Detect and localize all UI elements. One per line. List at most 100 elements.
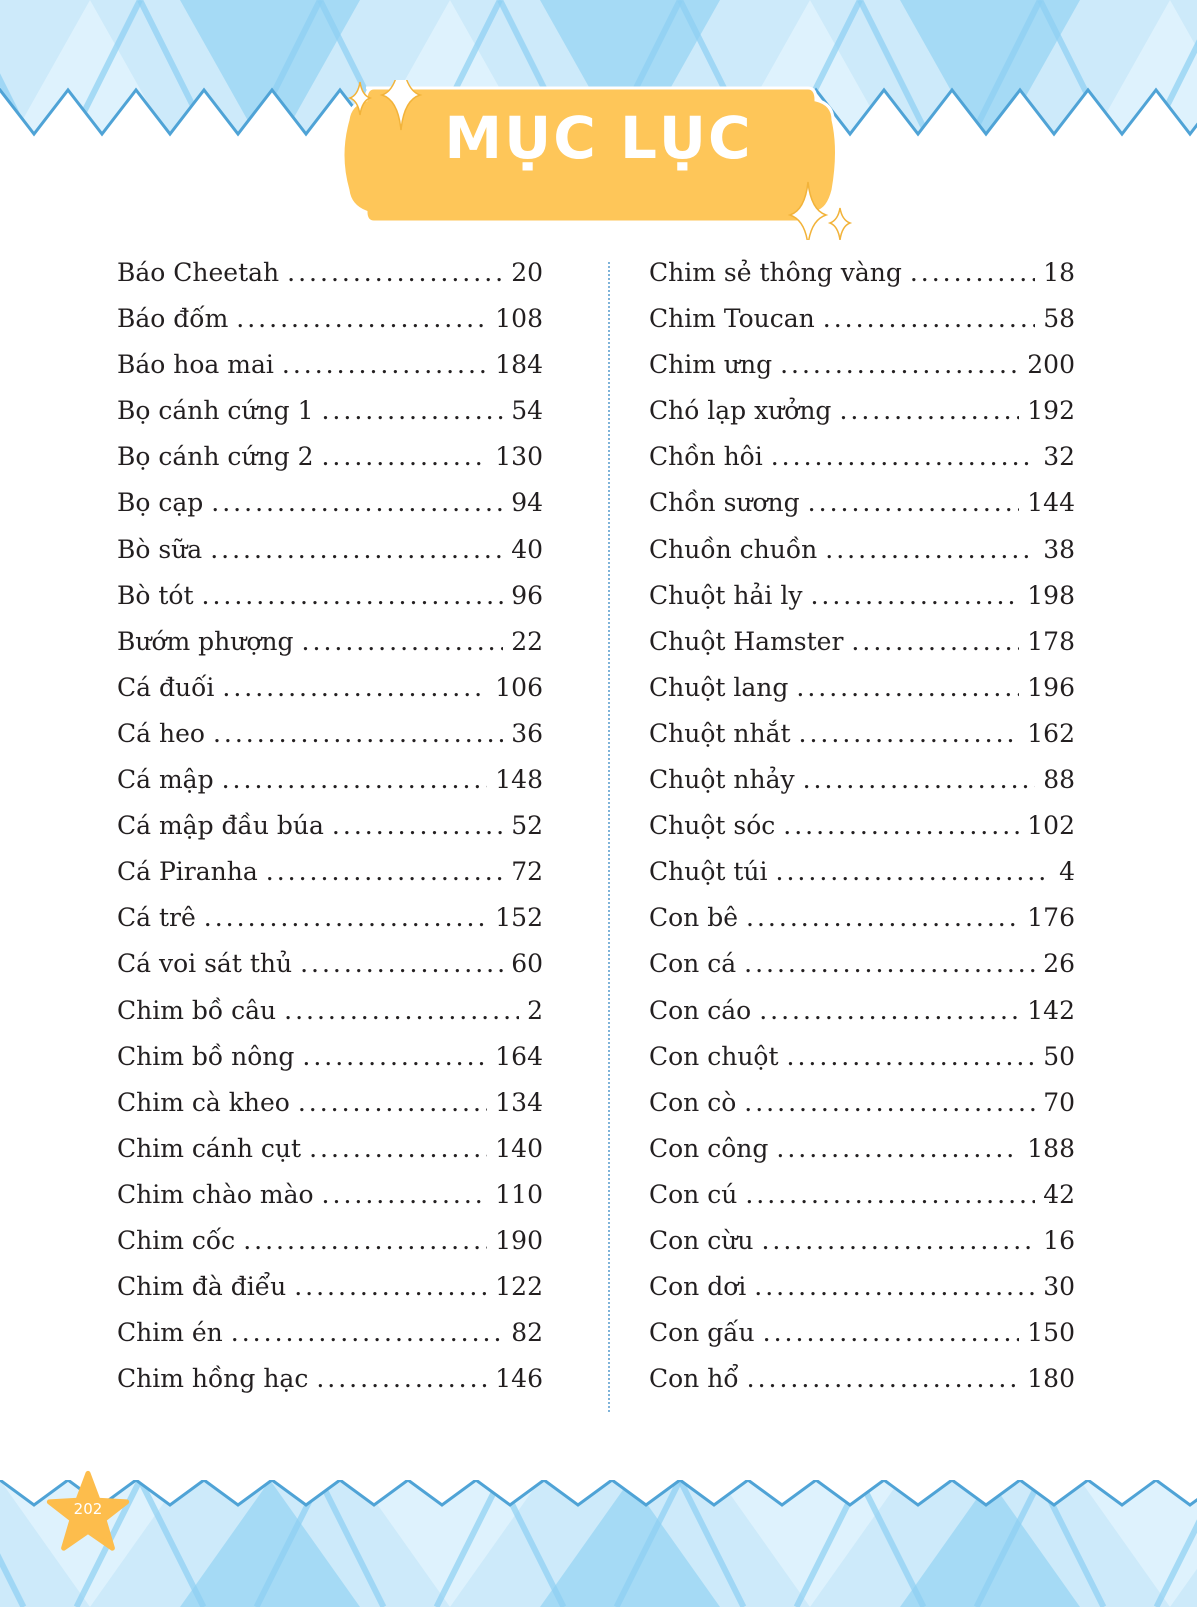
- toc-entry[interactable]: Chim bồ nông............................…: [117, 1042, 543, 1088]
- toc-entry[interactable]: Con chuột...............................…: [649, 1042, 1075, 1088]
- toc-entry[interactable]: Chuột hải ly............................…: [649, 581, 1075, 627]
- toc-entry[interactable]: Con công................................…: [649, 1134, 1075, 1180]
- dot-leader: ........................................…: [761, 1225, 1036, 1255]
- toc-entry[interactable]: Cá trê..................................…: [117, 903, 543, 949]
- toc-entry[interactable]: Con cừu.................................…: [649, 1226, 1075, 1272]
- toc-entry[interactable]: Cá heo..................................…: [117, 719, 543, 765]
- sparkle-icon: [347, 81, 373, 116]
- toc-entry[interactable]: Chim cốc................................…: [117, 1226, 543, 1272]
- entry-name: Chim chào mào: [117, 1179, 314, 1209]
- dot-leader: ........................................…: [297, 1087, 487, 1117]
- entry-page: 88: [1043, 765, 1075, 795]
- toc-entry[interactable]: Cá đuối.................................…: [117, 673, 543, 719]
- entry-name: Chim én: [117, 1318, 223, 1348]
- toc-entry[interactable]: Bò sữa..................................…: [117, 535, 543, 581]
- toc-entry[interactable]: Bọ cạp..................................…: [117, 488, 543, 534]
- toc-entry[interactable]: Chuột Hamster...........................…: [649, 627, 1075, 673]
- toc-entry[interactable]: Con cáo.................................…: [649, 996, 1075, 1042]
- toc-entry[interactable]: Chim bồ câu.............................…: [117, 996, 543, 1042]
- entry-page: 200: [1027, 350, 1075, 380]
- entry-page: 184: [495, 350, 543, 380]
- toc-entry[interactable]: Báo đốm.................................…: [117, 304, 543, 350]
- entry-name: Cá heo: [117, 718, 205, 748]
- entry-name: Chim hồng hạc: [117, 1364, 309, 1394]
- entry-name: Chuột nhắt: [649, 718, 791, 748]
- entry-name: Chim bồ câu: [117, 995, 277, 1025]
- toc-entry[interactable]: Chuột lang..............................…: [649, 673, 1075, 719]
- toc-entry[interactable]: Chuột nhắt..............................…: [649, 719, 1075, 765]
- entry-page: 134: [495, 1087, 543, 1117]
- toc-entry[interactable]: Cá mập..................................…: [117, 765, 543, 811]
- toc-entry[interactable]: Chim cánh cụt...........................…: [117, 1134, 543, 1180]
- toc-entry[interactable]: Cá voi sát thủ..........................…: [117, 949, 543, 995]
- toc-entry[interactable]: Con cá..................................…: [649, 949, 1075, 995]
- toc-entry[interactable]: Con bê..................................…: [649, 903, 1075, 949]
- toc-entry[interactable]: Cá mập đầu búa..........................…: [117, 811, 543, 857]
- entry-name: Chim bồ nông: [117, 1041, 295, 1071]
- sparkle-icon: [379, 80, 423, 131]
- dot-leader: ........................................…: [300, 949, 504, 979]
- entry-page: 30: [1043, 1272, 1075, 1302]
- entry-name: Bò sữa: [117, 534, 203, 564]
- entry-page: 42: [1043, 1179, 1075, 1209]
- column-divider: [608, 262, 610, 1412]
- entry-name: Con cừu: [649, 1225, 754, 1255]
- entry-page: 148: [495, 765, 543, 795]
- toc-entry[interactable]: Bọ cánh cứng 1..........................…: [117, 396, 543, 442]
- toc-entry[interactable]: Chuột nhảy..............................…: [649, 765, 1075, 811]
- toc-entry[interactable]: Con dơi.................................…: [649, 1272, 1075, 1318]
- entry-name: Chim sẻ thông vàng: [649, 258, 902, 287]
- toc-entry[interactable]: Chim én.................................…: [117, 1318, 543, 1364]
- dot-leader: ........................................…: [798, 718, 1020, 748]
- toc-entry[interactable]: Cá Piranha..............................…: [117, 857, 543, 903]
- toc-entry[interactable]: Bướm phượng.............................…: [117, 627, 543, 673]
- dot-leader: ........................................…: [210, 534, 503, 564]
- entry-name: Chuột nhảy: [649, 765, 795, 795]
- entry-page: 96: [511, 580, 543, 610]
- entry-name: Chuột túi: [649, 857, 768, 887]
- toc-entry[interactable]: Chuột túi...............................…: [649, 857, 1075, 903]
- dot-leader: ........................................…: [302, 1041, 488, 1071]
- toc-entry[interactable]: Con gấu.................................…: [649, 1318, 1075, 1364]
- entry-page: 94: [511, 488, 543, 518]
- toc-entry[interactable]: Bọ cánh cứng 2..........................…: [117, 442, 543, 488]
- entry-name: Con gấu: [649, 1318, 755, 1348]
- dot-leader: ........................................…: [744, 1087, 1035, 1117]
- dot-leader: ........................................…: [265, 857, 503, 887]
- entry-name: Bướm phượng: [117, 626, 294, 656]
- toc-entry[interactable]: Chim hồng hạc...........................…: [117, 1364, 543, 1410]
- toc-entry[interactable]: Con cú..................................…: [649, 1180, 1075, 1226]
- dot-leader: ........................................…: [746, 903, 1020, 933]
- toc-entry[interactable]: Con cò..................................…: [649, 1088, 1075, 1134]
- toc-entry[interactable]: Chim ưng................................…: [649, 350, 1075, 396]
- bottom-decorative-band: [0, 1480, 1197, 1607]
- toc-entry[interactable]: Chim sẻ thông vàng......................…: [649, 258, 1075, 304]
- dot-leader: ........................................…: [321, 1179, 488, 1209]
- dot-leader: ........................................…: [775, 857, 1052, 887]
- toc-entry[interactable]: Chuồn chuồn.............................…: [649, 535, 1075, 581]
- dot-leader: ........................................…: [287, 258, 504, 287]
- dot-leader: ........................................…: [810, 580, 1020, 610]
- entry-name: Báo Cheetah: [117, 258, 280, 287]
- toc-entry[interactable]: Chồn hôi................................…: [649, 442, 1075, 488]
- dot-leader: ........................................…: [212, 718, 503, 748]
- toc-entry[interactable]: Con hổ..................................…: [649, 1364, 1075, 1410]
- toc-entry[interactable]: Báo Cheetah.............................…: [117, 258, 543, 304]
- toc-entry[interactable]: Chó lạp xưởng...........................…: [649, 396, 1075, 442]
- dot-leader: ........................................…: [301, 626, 504, 656]
- toc-entry[interactable]: Chim cà kheo............................…: [117, 1088, 543, 1134]
- dot-leader: ........................................…: [746, 1364, 1020, 1394]
- entry-name: Chim đà điểu: [117, 1272, 287, 1302]
- entry-page: 162: [1027, 718, 1075, 748]
- entry-page: 54: [511, 396, 543, 426]
- toc-entry[interactable]: Báo hoa mai.............................…: [117, 350, 543, 396]
- toc-entry[interactable]: Chim đà điểu............................…: [117, 1272, 543, 1318]
- dot-leader: ........................................…: [762, 1318, 1020, 1348]
- toc-entry[interactable]: Chuột sóc...............................…: [649, 811, 1075, 857]
- toc-entry[interactable]: Chim Toucan.............................…: [649, 304, 1075, 350]
- toc-entry[interactable]: Bò tót..................................…: [117, 581, 543, 627]
- toc-entry[interactable]: Chim chào mào...........................…: [117, 1180, 543, 1226]
- dot-leader: ........................................…: [294, 1272, 487, 1302]
- toc-entry[interactable]: Chồn sương..............................…: [649, 488, 1075, 534]
- entry-page: 130: [495, 442, 543, 472]
